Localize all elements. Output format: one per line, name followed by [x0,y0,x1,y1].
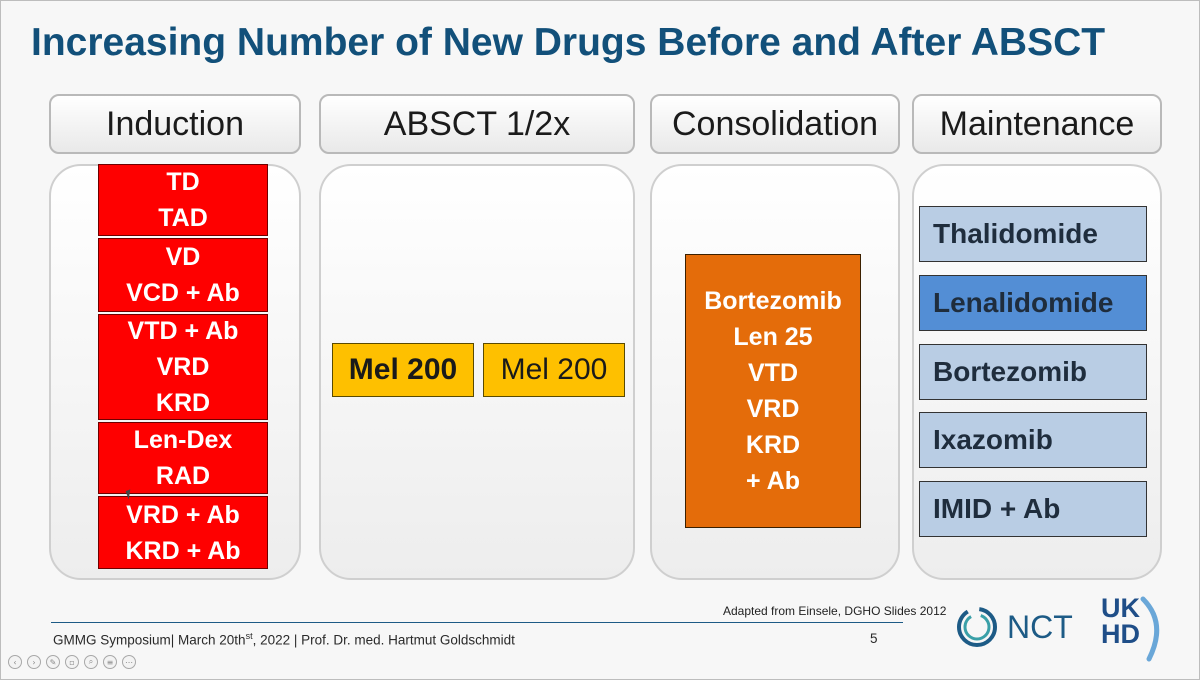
induction-box: TD TAD [98,164,268,236]
ukhd-logo-text: UK HD [1101,593,1140,649]
induction-regimen: VCD + Ab [126,279,240,307]
zoom-icon[interactable]: ⌕ [84,655,98,669]
maintenance-item-highlighted: Lenalidomide [919,275,1147,331]
maintenance-header: Maintenance [912,94,1162,154]
induction-regimen: TAD [158,204,208,232]
induction-box: VRD + Ab KRD + Ab [98,496,268,569]
nct-ring-icon [957,607,997,647]
induction-regimen: TD [166,168,200,196]
absct-header: ABSCT 1/2x [319,94,635,154]
pen-icon[interactable]: ✎ [46,655,60,669]
maintenance-item: IMID + Ab [919,481,1147,537]
induction-regimen: VTD + Ab [127,317,239,345]
consolidation-box: Bortezomib Len 25 VTD VRD KRD + Ab [685,254,861,528]
slide-title: Increasing Number of New Drugs Before an… [31,21,1106,64]
induction-box: Len-Dex RAD [98,422,268,494]
consolidation-item: Bortezomib [704,287,842,315]
nct-logo: NCT [955,603,1073,651]
induction-regimen: RAD [155,462,211,490]
ukhd-logo: UK HD [1099,593,1169,665]
maintenance-item: Thalidomide [919,206,1147,262]
maintenance-item: Bortezomib [919,344,1147,400]
copy-icon[interactable]: ▫ [65,655,79,669]
induction-regimen: VRD [156,353,210,381]
viewer-toolbar: ‹ › ✎ ▫ ⌕ ≡ ⋯ [8,655,136,669]
ukhd-line: HD [1101,619,1140,649]
next-icon[interactable]: › [27,655,41,669]
maintenance-item: Ixazomib [919,412,1147,468]
induction-regimen: VRD + Ab [126,500,240,529]
absct-box: Mel 200 [483,343,625,397]
consolidation-item: Len 25 [733,323,813,351]
consolidation-item: VTD [748,359,798,387]
footer-text: GMMG Symposium| March 20thst, 2022 | Pro… [53,631,515,648]
induction-box: VD VCD + Ab [98,238,268,312]
ukhd-swoosh-icon [1140,596,1160,662]
nct-logo-text: NCT [1007,608,1073,645]
footer-text-part: , 2022 | Prof. Dr. med. Hartmut Goldschm… [252,632,515,648]
citation-text: Adapted from Einsele, DGHO Slides 2012 [723,604,947,618]
induction-regimen: KRD + Ab [125,536,241,565]
induction-regimen: Len-Dex [133,426,233,454]
induction-regimen: KRD [155,389,211,417]
footer-text-part: GMMG Symposium| March 20th [53,632,246,648]
menu-icon[interactable]: ≡ [103,655,117,669]
footer-divider [51,622,903,623]
induction-regimen: VD [165,243,201,271]
consolidation-item: KRD [745,431,801,459]
page-number: 5 [870,631,878,646]
footer-superscript: st [245,631,253,641]
absct-box-bold: Mel 200 [332,343,474,397]
consolidation-header: Consolidation [650,94,900,154]
consolidation-item: VRD [746,395,800,423]
ukhd-line: UK [1101,593,1140,623]
induction-header: Induction [49,94,301,154]
induction-box: VTD + Ab VRD KRD [98,314,268,420]
more-icon[interactable]: ⋯ [122,655,136,669]
consolidation-item: + Ab [746,467,800,495]
previous-icon[interactable]: ‹ [8,655,22,669]
